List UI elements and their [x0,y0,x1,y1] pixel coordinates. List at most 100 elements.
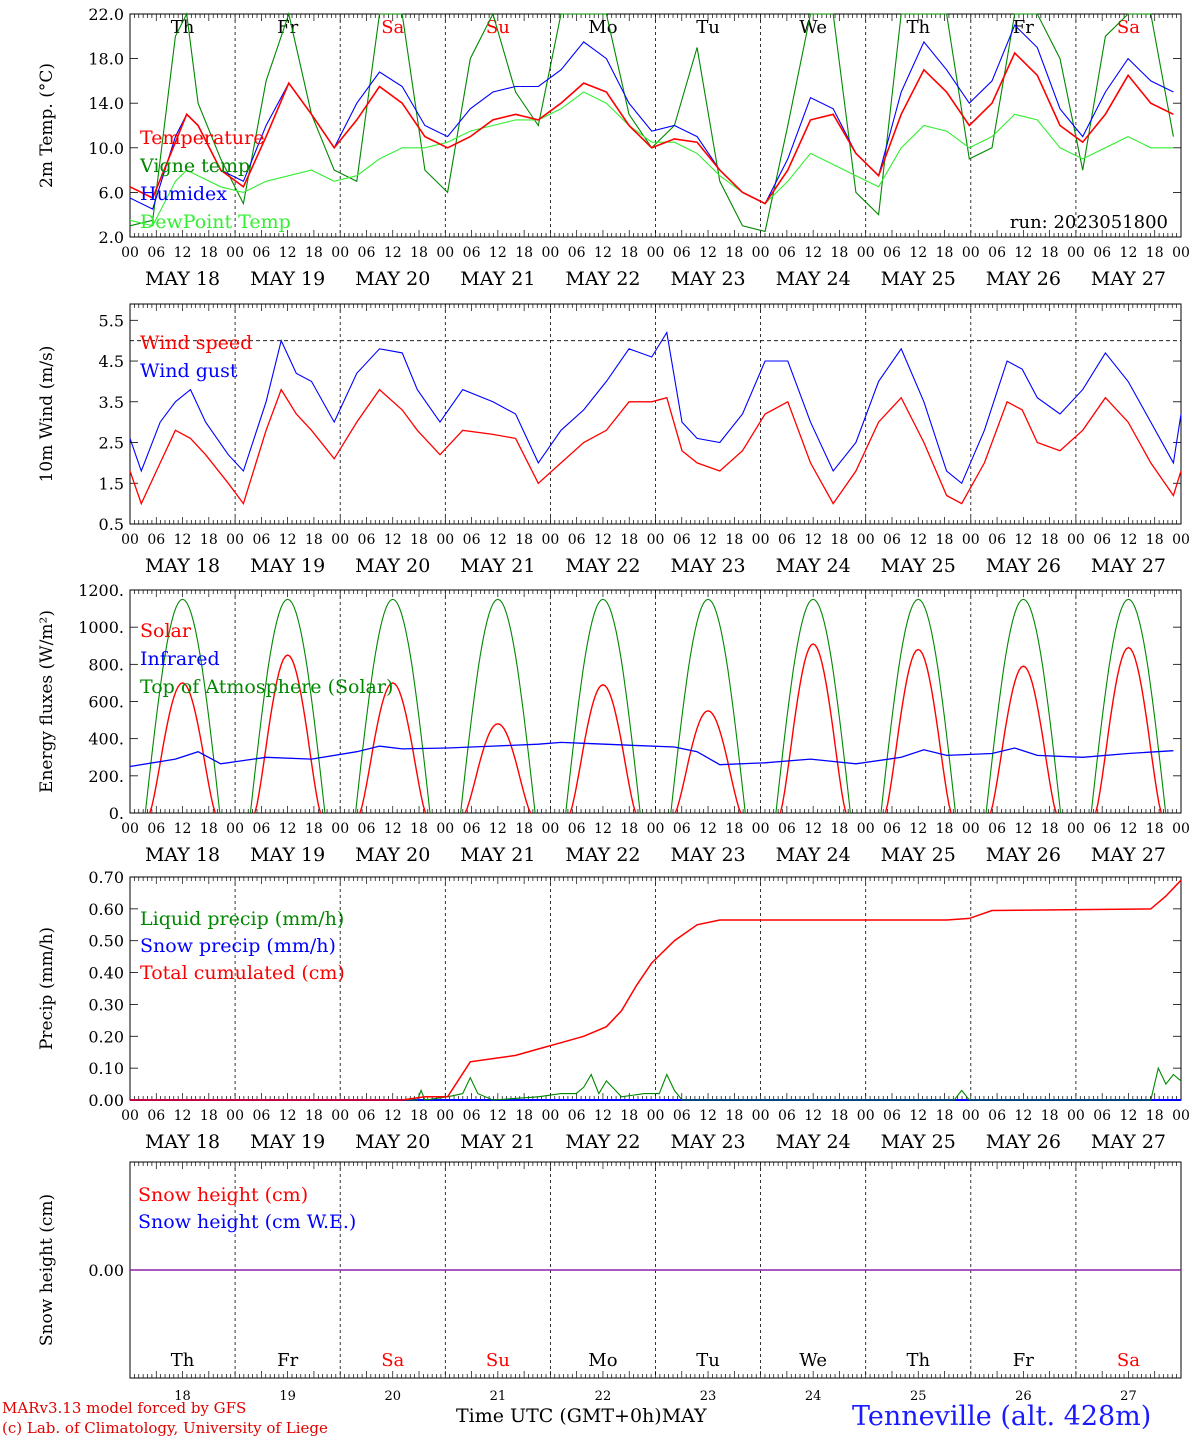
x-date-label: MAY 27 [1091,555,1166,577]
x-hour-label: 06 [988,821,1006,837]
x-hour-label: 00 [857,1108,875,1124]
x-hour-label: 12 [699,245,717,261]
x-hour-label: 00 [752,245,770,261]
y-tick-label: 1000. [78,618,124,637]
x-hour-label: 18 [200,245,218,261]
x-hour-label: 06 [358,532,376,548]
series-line-vigne-temp [129,11,1174,233]
x-date-label: MAY 26 [986,555,1061,577]
x-hour-label: 00 [436,245,454,261]
weekday-label: Su [486,1350,510,1371]
x-hour-label: 18 [1146,532,1164,548]
series-line-toa-solar [565,598,641,814]
x-hour-label: 12 [1014,532,1032,548]
weekday-label: Fr [277,17,298,38]
y-tick-label: 18.0 [88,50,124,69]
x-hour-label: 12 [1120,821,1138,837]
x-hour-label: 00 [752,1108,770,1124]
y-tick-label: 0.20 [88,1027,124,1046]
day-number-label: 18 [174,1389,191,1404]
weekday-label: Mo [588,1350,617,1371]
x-date-label: MAY 26 [986,1131,1061,1153]
x-hour-label: 00 [541,1108,559,1124]
x-hour-label: 06 [568,532,586,548]
x-hour-label: 00 [541,532,559,548]
legend-entry: Humidex [140,183,227,205]
x-hour-label: 00 [1172,532,1190,548]
x-hour-label: 18 [305,532,323,548]
legend-entry: Vigne temp [139,155,250,177]
x-hour-label: 06 [463,821,481,837]
x-hour-label: 00 [752,532,770,548]
x-hour-label: 18 [725,821,743,837]
day-number-label: 26 [1015,1389,1032,1404]
legend-entry: Infrared [140,648,220,670]
x-hour-label: 00 [331,245,349,261]
x-hour-label: 18 [620,532,638,548]
x-hour-label: 00 [436,532,454,548]
x-hour-label: 18 [200,1108,218,1124]
x-hour-label: 12 [279,245,297,261]
x-date-label: MAY 21 [460,844,535,866]
legend-entry: Total cumulated (cm) [140,962,345,984]
x-hour-label: 06 [463,245,481,261]
y-tick-label: 600. [88,693,124,712]
x-hour-label: 12 [804,245,822,261]
y-tick-label: 0.00 [88,1261,124,1280]
weekday-label: Sa [1117,1350,1140,1371]
x-date-label: MAY 23 [670,555,745,577]
weekday-label: Th [171,1350,195,1371]
legend-entry: Snow height (cm) [138,1184,308,1206]
weekday-label: Th [906,17,930,38]
x-hour-label: 00 [226,245,244,261]
x-hour-label: 18 [725,532,743,548]
weekday-label: Sa [381,17,404,38]
y-tick-label: 0.60 [88,900,124,919]
day-number-label: 27 [1120,1389,1137,1404]
legend-entry: Liquid precip (mm/h) [140,908,344,930]
x-hour-label: 06 [988,1108,1006,1124]
weekday-label: Fr [1013,17,1034,38]
x-hour-label: 06 [673,821,691,837]
x-hour-label: 12 [279,821,297,837]
x-hour-label: 12 [489,245,507,261]
x-date-label: MAY 18 [145,555,220,577]
x-date-label: MAY 22 [565,268,640,290]
panel-frame [129,589,1182,814]
series-line-total-cumulated [130,879,1182,1101]
x-hour-label: 12 [909,821,927,837]
x-date-label: MAY 21 [460,555,535,577]
x-hour-label: 06 [252,532,270,548]
x-hour-label: 06 [147,245,165,261]
y-tick-label: 0.5 [99,515,124,534]
x-hour-label: 00 [121,1108,139,1124]
day-number-label: 22 [595,1389,612,1404]
y-tick-label: 6.0 [99,183,124,202]
day-number-label: 24 [805,1389,822,1404]
series-line-liquid-precip [130,1066,1182,1101]
x-hour-label: 00 [1067,245,1085,261]
series-line-solar [359,682,427,814]
x-hour-label: 18 [831,245,849,261]
x-hour-label: 12 [804,1108,822,1124]
x-hour-label: 12 [1014,1108,1032,1124]
x-hour-label: 00 [541,245,559,261]
panel-4: 0.70 0.60 0.50 0.40 0.30 0.20 0.10 0.00 Precip (… [37,868,1190,1153]
series-line-toa-solar [354,598,431,814]
weekday-label: Th [171,17,195,38]
x-date-label: MAY 18 [145,268,220,290]
x-hour-label: 12 [594,532,612,548]
snow-series: Snow height (cm) Snow height (cm W.E.) Th 1… [130,1184,1181,1404]
x-date-label: MAY 22 [565,555,640,577]
weekday-label: Tu [696,17,720,38]
series-line-toa-solar [249,598,326,814]
y-tick-label: 400. [88,730,124,749]
y-axis-title: 10m Wind (m/s) [37,346,57,483]
weekday-label: We [799,1350,827,1371]
x-hour-label: 00 [647,821,665,837]
day-number-label: 21 [490,1389,507,1404]
temperature-series: Th Fr Sa Su Mo Tu We Th Fr Sa Temperature Vigne tem… [129,11,1174,233]
series-line-toa-solar [1090,598,1167,814]
x-date-label: MAY 27 [1091,844,1166,866]
x-hour-label: 06 [673,245,691,261]
